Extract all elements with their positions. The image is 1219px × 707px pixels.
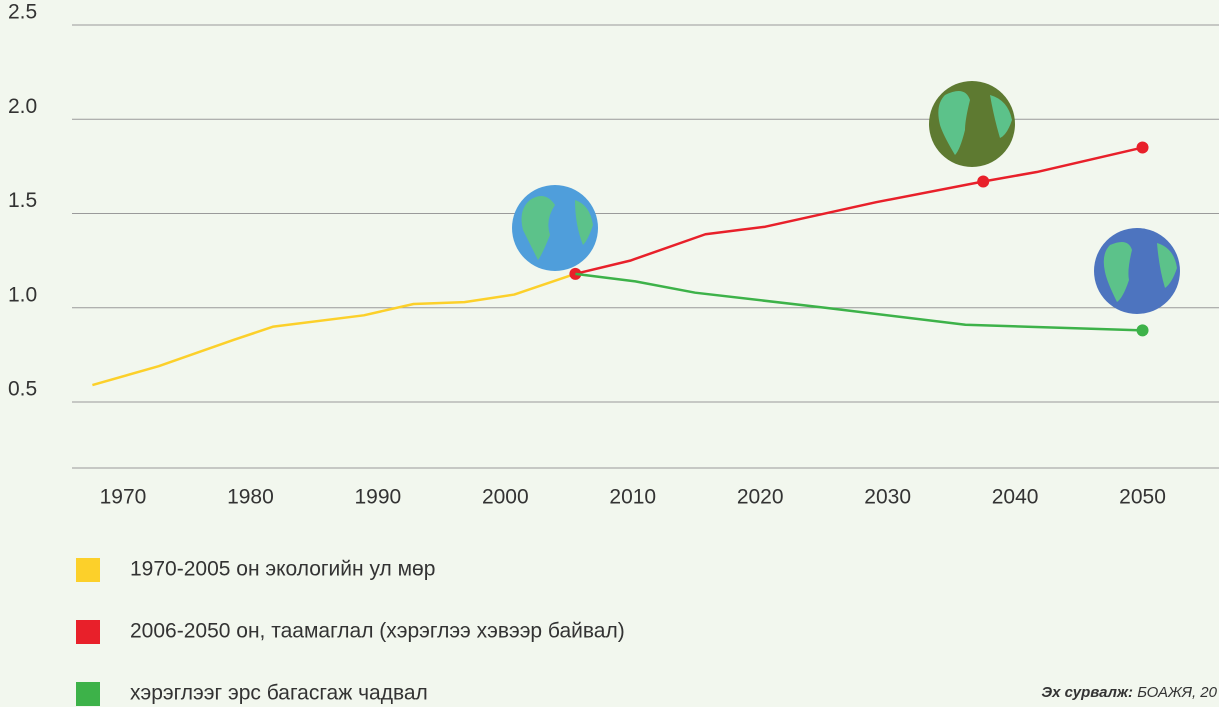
series-line bbox=[575, 272, 1143, 332]
x-tick-label: 2040 bbox=[992, 486, 1039, 509]
legend-label: 1970-2005 он экологийн ул мөр bbox=[130, 558, 435, 581]
x-tick-label: 1980 bbox=[227, 486, 274, 509]
y-tick-label: 1.5 bbox=[8, 189, 37, 212]
source-text: БОАЖЯ, 20 bbox=[1137, 684, 1217, 701]
point bbox=[977, 175, 990, 188]
globe bbox=[512, 185, 598, 271]
x-tick-label: 2030 bbox=[864, 486, 911, 509]
y-tick-label: 0.5 bbox=[8, 378, 37, 401]
x-tick-label: 2050 bbox=[1119, 486, 1166, 509]
point bbox=[1136, 141, 1149, 154]
series-line bbox=[575, 146, 1143, 276]
x-tick-label: 2000 bbox=[482, 486, 529, 509]
point bbox=[1136, 324, 1149, 337]
x-tick-label: 1990 bbox=[355, 486, 402, 509]
source-label: Эх сурвалж: bbox=[1041, 684, 1133, 701]
series-line bbox=[92, 272, 576, 387]
y-tick-label: 1.0 bbox=[8, 283, 37, 306]
x-tick-label: 2010 bbox=[609, 486, 656, 509]
x-tick-label: 2020 bbox=[737, 486, 784, 509]
x-tick-label: 1970 bbox=[100, 486, 147, 509]
globe bbox=[929, 81, 1015, 167]
legend-swatch bbox=[76, 682, 100, 706]
legend-label: 2006-2050 он, таамаглал (хэрэглээ хэвээр… bbox=[130, 620, 625, 643]
source: Эх сурвалж: БОАЖЯ, 20 bbox=[1041, 684, 1217, 701]
y-tick-label: 2.0 bbox=[8, 95, 37, 118]
legend-label: хэрэглээг эрс багасгаж чадвал bbox=[130, 682, 428, 705]
legend-swatch bbox=[76, 558, 100, 582]
legend-swatch bbox=[76, 620, 100, 644]
y-tick-label: 2.5 bbox=[8, 1, 37, 24]
globe bbox=[1094, 228, 1180, 314]
